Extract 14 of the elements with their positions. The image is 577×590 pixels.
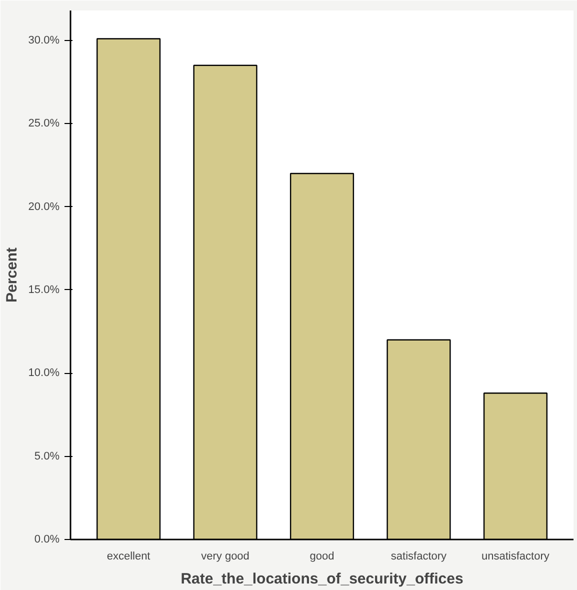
y-tick-label: 25.0%	[28, 118, 60, 130]
y-tick-label: 30.0%	[28, 34, 60, 46]
x-tick-label: very good	[201, 550, 250, 562]
y-tick-label: 15.0%	[28, 284, 60, 296]
y-tick-label: 5.0%	[34, 450, 60, 462]
y-tick-label: 10.0%	[28, 367, 60, 380]
y-tick-label: 0.0%	[34, 534, 60, 546]
x-tick-label: good	[310, 550, 334, 562]
x-tick-label: satisfactory	[390, 550, 448, 562]
x-tick-label: unsatisfactory	[482, 550, 550, 562]
x-tick-label: excellent	[106, 550, 150, 562]
y-tick-label: 20.0%	[28, 200, 60, 213]
y-axis-title: Percent	[3, 247, 20, 303]
x-axis-title: Rate_the_locations_of_security_offices	[180, 570, 464, 588]
